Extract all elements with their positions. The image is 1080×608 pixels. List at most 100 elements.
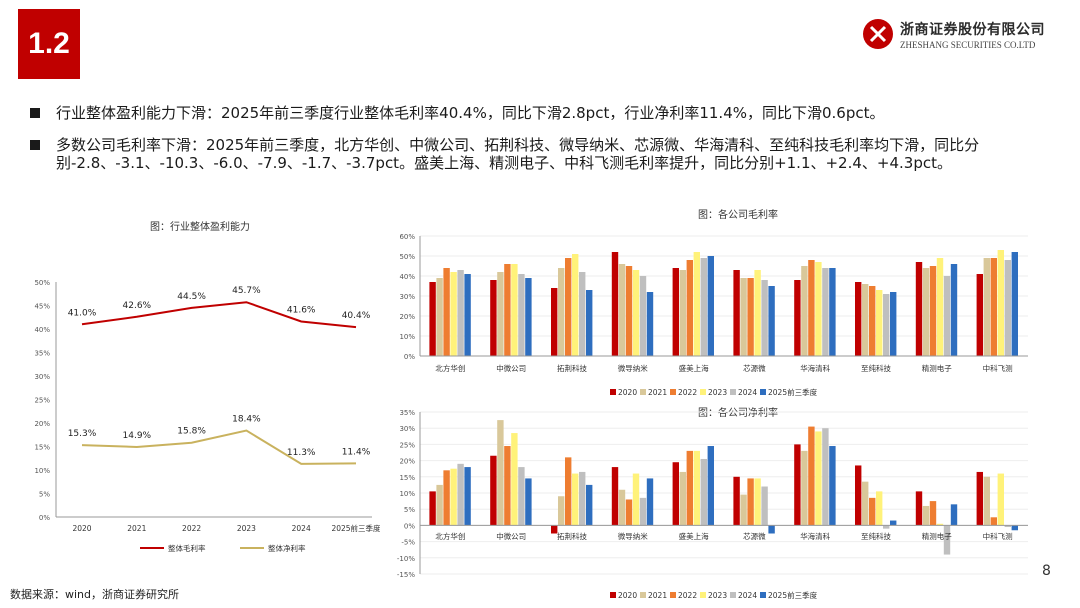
- bar: [558, 496, 565, 526]
- legend-label: 2022: [678, 388, 697, 397]
- bar: [511, 433, 518, 526]
- y-tick-label: 20%: [399, 313, 415, 321]
- logo-name-cn: 浙商证券股份有限公司: [900, 21, 1045, 38]
- bar: [808, 426, 815, 526]
- data-label: 15.8%: [177, 427, 206, 437]
- bar: [829, 446, 836, 526]
- bar: [976, 471, 983, 526]
- x-tick-label: 拓荆科技: [557, 363, 587, 373]
- bar: [490, 455, 497, 526]
- bar: [497, 272, 504, 356]
- x-tick-label: 2023: [237, 524, 256, 533]
- bar: [929, 266, 937, 356]
- bar: [990, 258, 997, 356]
- bar: [876, 290, 883, 356]
- bar: [822, 268, 829, 356]
- legend-swatch: [700, 389, 706, 395]
- legend-label: 2020: [618, 388, 637, 397]
- legend-label: 整体净利率: [268, 543, 306, 553]
- bar: [686, 450, 693, 526]
- x-tick-label: 2021: [127, 524, 146, 533]
- profitability-line-chart: 图：行业整体盈利能力 0% 5% 10% 15% 20% 25% 30% 35% 40% 45% 50…: [34, 220, 380, 553]
- data-label: 40.4%: [342, 311, 371, 321]
- bar: [497, 420, 504, 526]
- y-tick-label: -5%: [401, 539, 415, 547]
- y-tick-label: 10%: [34, 467, 50, 475]
- bar: [862, 284, 869, 356]
- legend-swatch: [670, 592, 676, 598]
- bar: [883, 294, 890, 356]
- bullet-item: 多数公司毛利率下滑：2025年前三季度，北方华创、中微公司、拓荆科技、微导纳米、…: [30, 136, 1040, 172]
- y-tick-label: 30%: [399, 293, 415, 301]
- bar: [869, 286, 876, 356]
- bar: [457, 463, 464, 526]
- bar: [768, 525, 775, 534]
- bar: [890, 292, 897, 356]
- x-tick-label: 盛美上海: [679, 363, 709, 373]
- bar: [747, 478, 754, 526]
- bar: [983, 476, 990, 526]
- bar: [686, 260, 693, 356]
- bar: [504, 446, 511, 526]
- y-tick-label: 60%: [399, 233, 415, 241]
- x-tick-label: 北方华创: [435, 363, 465, 373]
- data-label: 41.0%: [68, 308, 97, 318]
- bar: [490, 280, 497, 356]
- bar: [1011, 252, 1018, 356]
- bar: [618, 489, 626, 526]
- bar: [700, 258, 707, 356]
- legend-swatch: [640, 389, 646, 395]
- bar: [504, 264, 511, 356]
- y-tick-label: -10%: [397, 555, 415, 563]
- bar: [876, 491, 883, 526]
- bar: [733, 270, 740, 356]
- company-logo: 浙商证券股份有限公司 ZHESHANG SECURITIES CO.LTD: [862, 18, 1045, 50]
- y-tick-label: -15%: [397, 571, 415, 579]
- x-tick-label: 2020: [72, 524, 91, 533]
- y-tick-label: 15%: [399, 474, 415, 482]
- bar: [815, 431, 822, 526]
- bar: [801, 266, 808, 356]
- x-tick-label: 精测电子: [922, 531, 952, 541]
- legend-label: 2024: [738, 388, 757, 397]
- legend-label: 2021: [648, 591, 667, 600]
- data-label: 15.3%: [68, 429, 97, 439]
- bar: [869, 497, 876, 526]
- bar: [747, 278, 754, 356]
- bar: [761, 486, 768, 526]
- bar: [586, 290, 593, 356]
- legend-label: 2023: [708, 388, 727, 397]
- bar: [890, 520, 897, 526]
- page-number: 8: [1042, 563, 1051, 579]
- x-tick-label: 2024: [292, 524, 311, 533]
- bar: [983, 258, 990, 356]
- bar: [1004, 260, 1011, 356]
- data-source: 数据来源：wind，浙商证券研究所: [10, 588, 180, 601]
- bar: [525, 478, 532, 526]
- x-tick-label: 芯源微: [743, 531, 766, 541]
- bar: [997, 473, 1004, 526]
- bar: [639, 276, 647, 356]
- bar: [707, 446, 714, 526]
- legend-swatch: [610, 592, 616, 598]
- x-tick-label: 中微公司: [496, 531, 526, 541]
- bar: [464, 274, 471, 356]
- bullet-square-icon: [30, 108, 40, 118]
- bar: [943, 525, 951, 555]
- bar: [429, 491, 436, 526]
- bar: [511, 264, 518, 356]
- legend-label: 2021: [648, 388, 667, 397]
- bar: [740, 278, 747, 356]
- bar: [443, 470, 450, 526]
- bar: [565, 258, 572, 356]
- data-label: 11.4%: [342, 447, 371, 457]
- bar: [794, 444, 801, 526]
- bar: [679, 471, 686, 526]
- bullet-item: 行业整体盈利能力下滑：2025年前三季度行业整体毛利率40.4%，同比下滑2.8…: [30, 104, 1040, 122]
- bullet-square-icon: [30, 140, 40, 150]
- y-tick-label: 5%: [404, 506, 415, 514]
- gross-margin-bar-chart: 图：各公司毛利率 0% 10% 20% 30% 40% 50% 60% 北方华创 中微公司 拓荆科技…: [399, 208, 1028, 397]
- bar: [754, 478, 761, 526]
- legend-swatch: [730, 592, 736, 598]
- data-label: 18.4%: [232, 415, 261, 425]
